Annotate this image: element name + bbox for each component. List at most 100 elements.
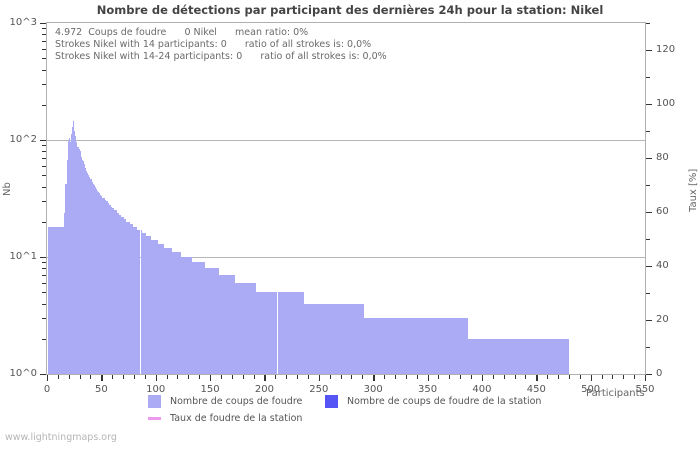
bar bbox=[150, 236, 152, 374]
bar bbox=[198, 262, 200, 374]
legend-item-station-strokes[interactable]: Nombre de coups de foudre de la station bbox=[325, 393, 541, 410]
bar bbox=[402, 318, 406, 374]
bar bbox=[129, 224, 131, 374]
bar bbox=[126, 221, 128, 374]
legend-label-strokes: Nombre de coups de foudre bbox=[170, 396, 303, 407]
bar bbox=[135, 227, 137, 374]
bar bbox=[405, 318, 410, 374]
bar bbox=[173, 252, 175, 374]
bar bbox=[215, 268, 217, 374]
y-tick bbox=[40, 23, 46, 25]
y2-tick-label: 0 bbox=[656, 368, 663, 379]
x-tick bbox=[449, 375, 451, 379]
bar-series bbox=[47, 23, 645, 374]
bar bbox=[323, 303, 326, 374]
bar bbox=[467, 338, 472, 374]
bar bbox=[192, 262, 194, 374]
bar bbox=[523, 338, 527, 374]
bar bbox=[187, 257, 189, 374]
y-tick bbox=[42, 158, 46, 160]
bar bbox=[338, 303, 341, 374]
y2-tick bbox=[646, 77, 650, 78]
x-tick bbox=[503, 375, 505, 379]
bar bbox=[219, 275, 221, 374]
x-tick-label: 550 bbox=[635, 384, 655, 395]
bar bbox=[88, 175, 90, 374]
bar bbox=[175, 252, 177, 374]
bar bbox=[158, 243, 161, 374]
bar bbox=[209, 268, 211, 374]
bar bbox=[131, 224, 133, 374]
bar bbox=[519, 338, 524, 374]
bar bbox=[279, 292, 282, 374]
y-tick bbox=[42, 318, 46, 320]
x-tick-label: 500 bbox=[581, 384, 601, 395]
bar bbox=[225, 275, 227, 374]
bar bbox=[510, 338, 514, 374]
bar bbox=[237, 282, 239, 374]
bar bbox=[263, 292, 265, 374]
legend-item-strokes[interactable]: Nombre de coups de foudre bbox=[148, 393, 302, 410]
bar bbox=[82, 161, 84, 374]
bar bbox=[112, 208, 114, 374]
bar bbox=[562, 338, 566, 374]
x-tick bbox=[286, 375, 288, 379]
bar bbox=[218, 275, 220, 374]
bar bbox=[87, 173, 89, 374]
bar bbox=[178, 252, 180, 374]
bar bbox=[555, 338, 560, 374]
bar bbox=[97, 190, 99, 374]
y2-axis-label: Taux [%] bbox=[688, 168, 699, 212]
bar bbox=[362, 303, 365, 374]
bar bbox=[256, 292, 258, 374]
bar bbox=[212, 268, 214, 374]
bar bbox=[379, 318, 383, 374]
bar bbox=[108, 204, 111, 374]
x-tick bbox=[297, 375, 299, 379]
legend-item-station-rate[interactable]: Taux de foudre de la station bbox=[148, 410, 302, 427]
bar bbox=[188, 257, 190, 374]
bar bbox=[125, 219, 127, 374]
bar bbox=[231, 275, 233, 374]
annotation-line-3: Strokes Nikel with 14-24 participants: 0… bbox=[55, 51, 387, 62]
x-tick bbox=[155, 375, 158, 381]
bar bbox=[132, 227, 134, 374]
x-tick bbox=[79, 375, 81, 379]
bar bbox=[181, 257, 183, 374]
x-tick bbox=[373, 375, 375, 381]
bar bbox=[185, 257, 187, 374]
bar bbox=[273, 292, 276, 374]
bar bbox=[435, 318, 439, 374]
bar bbox=[382, 318, 387, 374]
bar bbox=[229, 275, 231, 374]
x-tick-label: 50 bbox=[94, 384, 108, 395]
bar bbox=[94, 186, 96, 374]
bar bbox=[118, 214, 120, 374]
x-tick-label: 0 bbox=[43, 384, 51, 395]
bar bbox=[138, 230, 140, 374]
y2-tick bbox=[646, 158, 652, 160]
bar bbox=[497, 338, 501, 374]
bar bbox=[487, 338, 491, 374]
x-tick bbox=[133, 375, 135, 379]
bar bbox=[183, 257, 186, 374]
bar bbox=[249, 282, 251, 374]
bar bbox=[422, 318, 426, 374]
bar bbox=[327, 303, 330, 374]
x-tick bbox=[460, 375, 462, 379]
bar bbox=[526, 338, 530, 374]
bar bbox=[85, 167, 87, 374]
bar bbox=[292, 292, 295, 374]
bar bbox=[206, 268, 208, 374]
bar bbox=[438, 318, 442, 374]
x-axis-label: Participants bbox=[586, 388, 645, 399]
x-tick bbox=[362, 375, 364, 379]
bar bbox=[103, 197, 105, 374]
bar bbox=[177, 252, 179, 374]
bar bbox=[161, 243, 163, 374]
bar bbox=[142, 233, 144, 374]
y-tick-label: 10^2 bbox=[9, 134, 37, 145]
bar bbox=[70, 134, 72, 374]
y-tick bbox=[42, 28, 46, 30]
